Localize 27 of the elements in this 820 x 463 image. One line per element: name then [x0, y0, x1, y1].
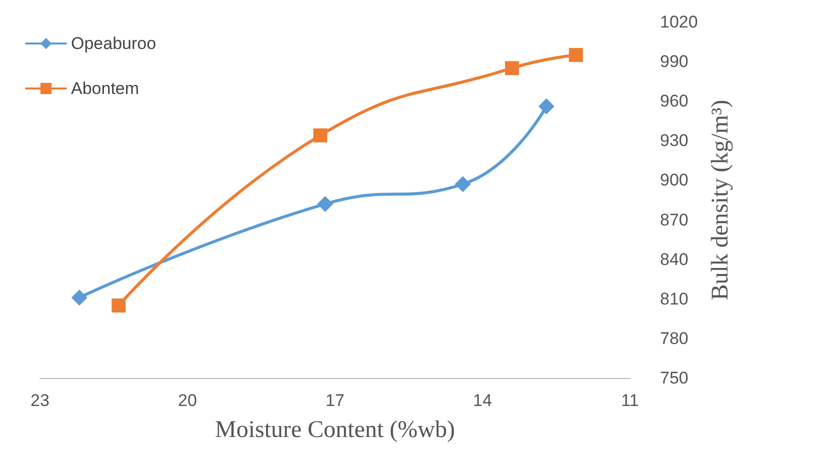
y-tick-label: 840	[660, 250, 688, 269]
x-tick-label: 23	[30, 391, 50, 410]
y-tick-label: 870	[660, 210, 688, 230]
y-tick-label: 930	[660, 131, 688, 150]
x-tick-label: 17	[326, 391, 344, 410]
x-tick-label: 14	[473, 391, 492, 410]
y-tick-label: 960	[660, 92, 688, 111]
y-axis-title: Bulk density (kg/m³)	[708, 100, 734, 300]
point	[317, 196, 334, 212]
y-tick-label: 750	[660, 368, 688, 388]
y-tick-label: 990	[660, 52, 688, 72]
point	[313, 128, 328, 142]
point	[538, 98, 554, 114]
point	[568, 48, 583, 62]
x-tick-label: 20	[178, 391, 197, 410]
y-tick-label: 900	[660, 170, 688, 190]
legend-label: Abontem	[71, 79, 140, 98]
legend-label: Opeaburoo	[71, 34, 156, 53]
point	[454, 176, 471, 192]
point	[71, 290, 88, 306]
y-tick-label: 810	[660, 289, 688, 308]
y-tick-label: 1020	[660, 12, 698, 32]
y-tick-label: 780	[660, 328, 688, 348]
x-axis-title: Moisture Content (%wb)	[215, 417, 455, 443]
point	[112, 298, 126, 312]
x-tick-label: 11	[621, 391, 639, 410]
point	[505, 61, 519, 76]
